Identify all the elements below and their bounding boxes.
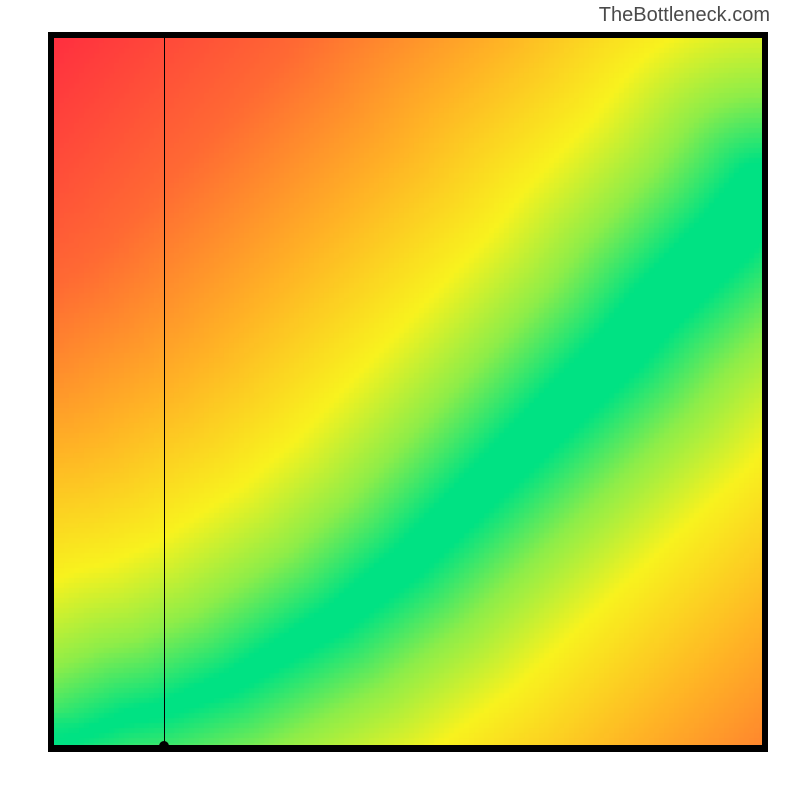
- heatmap-canvas: [54, 38, 762, 746]
- plot-frame: [48, 32, 768, 752]
- watermark-text: TheBottleneck.com: [599, 4, 770, 27]
